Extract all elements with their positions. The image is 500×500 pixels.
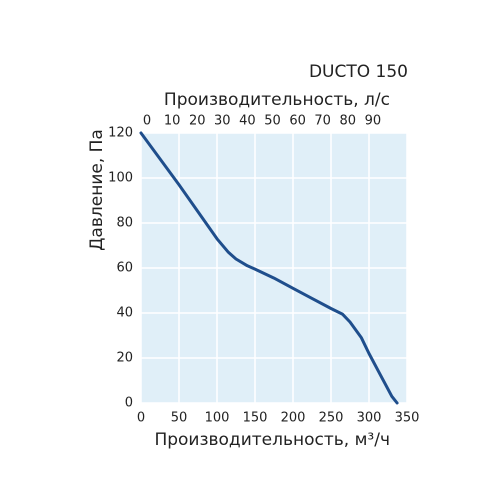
chart-title: DUCTO 150 [309,62,408,82]
x-tick-label: 250 [319,411,344,426]
y-tick-label: 120 [108,126,133,141]
x-tick-label: 100 [205,411,230,426]
x2-tick-label: 40 [239,114,256,129]
x-tick-label: 150 [243,411,268,426]
x2-tick-label: 80 [340,114,357,129]
x2-tick-label: 60 [289,114,306,129]
y-tick-label: 100 [108,171,133,186]
y-tick-label: 20 [116,351,133,366]
x-tick-label: 350 [395,411,420,426]
y-axis-label: Давление, Па [87,129,107,251]
x2-tick-label: 20 [189,114,206,129]
line [139,131,399,405]
x-axis-label: Производительность, м³/ч [154,430,390,450]
x2-axis-label: Производительность, л/с [164,90,390,110]
x-tick-label: 0 [137,411,145,426]
x2-tick-label: 10 [164,114,181,129]
x2-tick-label: 70 [314,114,331,129]
x2-tick-label: 0 [143,114,151,129]
x-tick-label: 200 [281,411,306,426]
y-tick-label: 80 [116,216,133,231]
x-tick-label: 300 [357,411,382,426]
x2-tick-label: 50 [264,114,281,129]
x2-tick-label: 30 [214,114,231,129]
x-tick-label: 50 [171,411,188,426]
y-tick-label: 60 [116,261,133,276]
y-tick-label: 40 [116,306,133,321]
y-tick-label: 0 [125,396,133,411]
x2-tick-label: 90 [365,114,382,129]
